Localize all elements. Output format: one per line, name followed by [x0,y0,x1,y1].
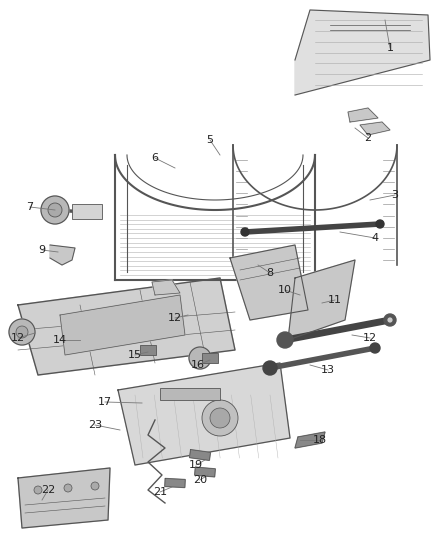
Text: 23: 23 [88,420,102,430]
Text: 7: 7 [26,202,34,212]
Polygon shape [50,245,75,265]
Circle shape [91,482,99,490]
Polygon shape [118,363,290,465]
Polygon shape [190,450,211,461]
Circle shape [241,228,249,236]
Text: 4: 4 [371,233,378,243]
Circle shape [64,484,72,492]
Bar [202,353,218,363]
Circle shape [34,486,42,494]
Text: 14: 14 [53,335,67,345]
Circle shape [16,326,28,338]
Text: 19: 19 [189,460,203,470]
Text: 12: 12 [363,333,377,343]
Polygon shape [348,108,378,122]
Circle shape [370,343,380,353]
Circle shape [277,332,293,348]
Circle shape [210,408,230,428]
Text: 2: 2 [364,133,371,143]
Polygon shape [230,245,308,320]
Text: 16: 16 [191,360,205,370]
Text: 22: 22 [41,485,55,495]
Polygon shape [194,467,215,477]
Circle shape [189,347,211,369]
Text: 11: 11 [328,295,342,305]
Polygon shape [360,122,390,135]
Polygon shape [165,479,185,488]
Polygon shape [295,10,430,95]
Text: 15: 15 [128,350,142,360]
Text: 1: 1 [386,43,393,53]
Text: 9: 9 [39,245,46,255]
Text: 12: 12 [168,313,182,323]
Text: 10: 10 [278,285,292,295]
Text: 13: 13 [321,365,335,375]
Polygon shape [295,432,325,448]
Circle shape [41,196,69,224]
Polygon shape [18,278,235,375]
Text: 3: 3 [392,190,399,200]
Polygon shape [18,468,110,528]
Text: 18: 18 [313,435,327,445]
Circle shape [263,361,277,375]
Text: 6: 6 [152,153,159,163]
Text: 21: 21 [153,487,167,497]
Bar [140,345,156,355]
Polygon shape [60,295,185,355]
Circle shape [384,314,396,326]
Text: 8: 8 [266,268,274,278]
Circle shape [202,400,238,436]
Polygon shape [288,260,355,340]
Polygon shape [152,280,180,295]
Circle shape [376,220,384,228]
Text: 20: 20 [193,475,207,485]
Circle shape [9,319,35,345]
Circle shape [48,203,62,217]
Bar [160,388,220,400]
Text: 17: 17 [98,397,112,407]
Circle shape [387,317,393,323]
Text: 12: 12 [11,333,25,343]
Text: 5: 5 [206,135,213,145]
Bar [72,204,102,219]
